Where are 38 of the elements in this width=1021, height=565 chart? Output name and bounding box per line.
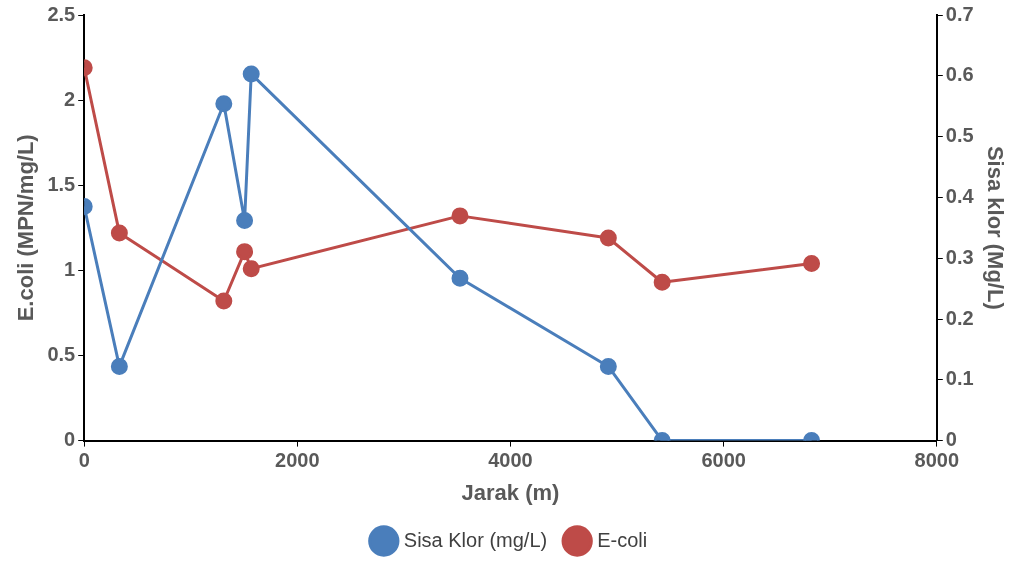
x-tick-label: 8000: [914, 449, 960, 472]
point: [236, 212, 254, 229]
y-tick-label: 2.5: [47, 2, 76, 25]
y-tick-label: 0.5: [47, 343, 76, 365]
y2-tick-label: 0.2: [945, 306, 974, 329]
point: [236, 243, 254, 261]
x-tick-label: 4000: [488, 449, 533, 472]
point: [451, 269, 469, 287]
legend-label: E-coli: [597, 528, 648, 551]
x-tick-label: 6000: [701, 449, 746, 472]
y2-tick-label: 0.1: [945, 367, 974, 390]
x-tick-label: 0: [78, 449, 90, 472]
point: [451, 207, 469, 225]
legend-label: Sisa Klor (mg/L): [403, 528, 548, 551]
y2-tick-label: 0: [945, 428, 957, 451]
y2-tick-label: 0.3: [945, 245, 974, 268]
x-axis-title: Jarak (m): [461, 479, 560, 505]
y2-tick-label: 0.6: [945, 63, 974, 86]
point: [110, 357, 128, 375]
y-tick-label: 0: [64, 428, 76, 451]
y2-tick-label: 0.5: [945, 124, 974, 147]
point: [110, 224, 128, 242]
x-tick-label: 2000: [275, 449, 320, 472]
y-tick-label: 1.5: [47, 172, 76, 195]
y2-tick-label: 0.4: [945, 184, 975, 207]
point: [599, 229, 617, 247]
point: [215, 95, 233, 113]
y2-tick-label: 0.7: [945, 2, 974, 25]
y-tick-label: 1: [64, 257, 76, 280]
point: [653, 273, 671, 291]
point: [599, 357, 617, 375]
point: [803, 255, 821, 273]
y-axis-title: E.coli (MPN/mg/L): [13, 134, 39, 322]
point: [215, 292, 233, 310]
point: [242, 65, 260, 83]
point: [242, 260, 260, 278]
y2-axis-title: Sisa klor (Mg/L): [982, 145, 1008, 310]
y-tick-label: 2: [64, 87, 76, 110]
